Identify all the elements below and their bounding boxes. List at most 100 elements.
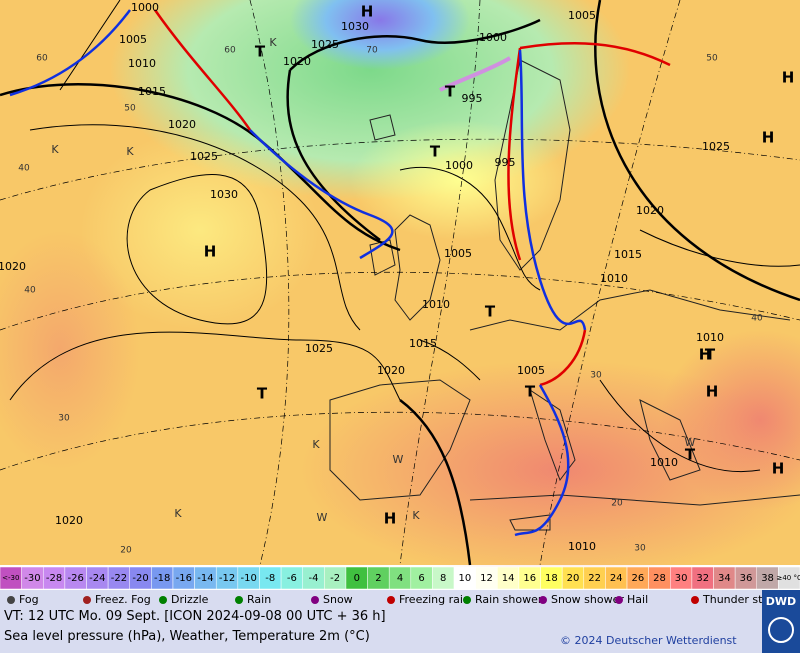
scale-label: -12	[219, 573, 235, 584]
isobar-label: 1015	[138, 85, 166, 98]
pressure-center: T	[255, 43, 266, 61]
isobar-label: 995	[495, 156, 516, 169]
temperature-label: 60	[36, 54, 48, 64]
scale-label: 34	[718, 573, 731, 584]
legend-label: Rain shower	[475, 593, 543, 606]
isobar-label: 1010	[568, 540, 596, 553]
pressure-center: T	[445, 83, 456, 101]
isobar-label: 1005	[568, 9, 596, 22]
valid-time: VT: 12 UTC Mo. 09 Sept. [ICON 2024-09-08…	[4, 609, 386, 624]
temperature-label: 60	[224, 46, 236, 56]
legend-symbol	[311, 596, 319, 604]
isobar-label: 1015	[409, 337, 437, 350]
isobar-label: 1030	[341, 20, 369, 33]
isobar-label: 1020	[55, 514, 83, 527]
pressure-center: H	[772, 460, 785, 478]
temperature-field	[660, 330, 800, 510]
scale-label: -8	[265, 573, 275, 584]
temperature-label: 20	[611, 499, 623, 509]
legend-label: Drizzle	[171, 593, 209, 606]
scale-label: 28	[653, 573, 666, 584]
pressure-center: K	[51, 143, 59, 156]
temperature-label: 40	[751, 314, 763, 324]
pressure-center: K	[312, 438, 320, 451]
legend-symbol	[691, 596, 699, 604]
scale-label: -18	[154, 573, 170, 584]
scale-label: <-30	[2, 574, 19, 582]
isobar-label: 1010	[422, 298, 450, 311]
scale-label: 20	[567, 573, 580, 584]
description: Sea level pressure (hPa), Weather, Tempe…	[4, 629, 370, 644]
legend-symbol	[159, 596, 167, 604]
pressure-center: H	[361, 3, 374, 21]
graticule	[0, 0, 800, 566]
copyright: © 2024 Deutscher Wetterdienst	[560, 634, 737, 647]
isobar-label: 1005	[119, 33, 147, 46]
scale-label: 14	[502, 573, 515, 584]
scale-label: 24	[610, 573, 623, 584]
scale-label: -28	[46, 573, 62, 584]
temperature-label: 30	[58, 414, 70, 424]
coastlines	[329, 59, 800, 531]
scale-label: 26	[631, 573, 644, 584]
legend-label: Fog	[19, 593, 39, 606]
isobar-label: 1030	[210, 188, 238, 201]
fronts	[9, 9, 671, 537]
pressure-center: T	[525, 383, 536, 401]
temperature-label: 20	[120, 546, 132, 556]
legend-symbol	[463, 596, 471, 604]
dwd-logo-icon	[768, 617, 794, 643]
scale-label: 22	[588, 573, 601, 584]
temperature-field	[350, 120, 570, 240]
map: 1000 1005 1010 1015 1020 1025 1030 1030 1025 1020…	[0, 0, 800, 580]
scale-label: -24	[89, 573, 105, 584]
pressure-center: H	[384, 510, 397, 528]
scale-label: 10	[458, 573, 471, 584]
isobar-label: 1000	[445, 159, 473, 172]
isobar-label: 1015	[614, 248, 642, 261]
isobar-label: 1020	[0, 260, 26, 273]
isobar-label: 995	[462, 92, 483, 105]
isobar-label: 1025	[702, 140, 730, 153]
legend-label: Freezing rain	[399, 593, 470, 606]
isobar-label: 1010	[128, 57, 156, 70]
isobar-label: 1020	[636, 204, 664, 217]
isobar-label: 1000	[479, 31, 507, 44]
scale-label: -30	[24, 573, 40, 584]
scale-label: 16	[523, 573, 536, 584]
legend-symbol	[235, 596, 243, 604]
pressure-center: H	[699, 346, 712, 364]
scale-label: -6	[287, 573, 297, 584]
pressure-center: W	[317, 511, 328, 524]
scale-label: 0	[354, 573, 360, 584]
temperature-scale: <-30 -30 -28 -26 -24 -22 -20 -18 -16 -14 -12 -10 -8-…	[0, 566, 800, 590]
temperature-label: 40	[24, 286, 36, 296]
legend-symbol	[387, 596, 395, 604]
pressure-center: H	[204, 243, 217, 261]
scale-label: -26	[68, 573, 84, 584]
pressure-center: T	[430, 143, 441, 161]
dwd-logo-text: DWD	[766, 595, 796, 608]
isobar-label: 1025	[190, 150, 218, 163]
isobar-label: 1010	[696, 331, 724, 344]
scale-label: -22	[111, 573, 127, 584]
scale-label: 32	[696, 573, 709, 584]
scale-label: -20	[132, 573, 148, 584]
pressure-center: H	[782, 69, 795, 87]
isobar-label: 1020	[377, 364, 405, 377]
temperature-label: 50	[706, 54, 718, 64]
scale-label: -14	[197, 573, 213, 584]
legend-label: Freez. Fog	[95, 593, 151, 606]
scale-label: -16	[176, 573, 192, 584]
temperature-label: 70	[366, 46, 378, 56]
legend-symbol	[7, 596, 15, 604]
isobar-label: 1025	[305, 342, 333, 355]
pressure-center: H	[762, 129, 775, 147]
scale-label: 8	[440, 573, 446, 584]
isobar-label: 1010	[650, 456, 678, 469]
legend-label: Hail	[627, 593, 648, 606]
legend-symbol	[539, 596, 547, 604]
pressure-center: T	[705, 346, 716, 364]
pressure-center: H	[706, 383, 719, 401]
scale-label: 18	[545, 573, 558, 584]
